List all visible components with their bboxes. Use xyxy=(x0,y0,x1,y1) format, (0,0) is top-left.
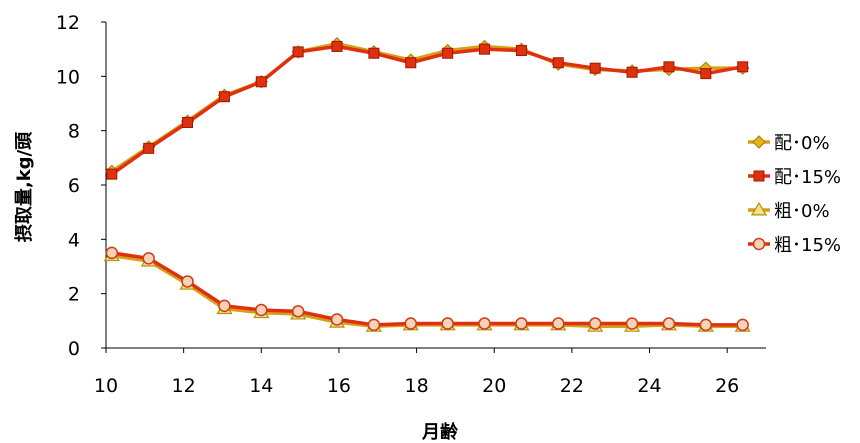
x-tick-label: 20 xyxy=(482,375,506,397)
data-point xyxy=(404,317,418,330)
legend-label: 配･15% xyxy=(774,167,841,188)
data-point xyxy=(331,40,343,52)
legend-item: 粗･0% xyxy=(748,201,830,222)
data-point xyxy=(106,168,118,180)
data-point xyxy=(405,57,417,69)
data-point xyxy=(552,57,564,69)
data-point xyxy=(625,317,639,330)
data-point xyxy=(142,252,155,265)
data-point xyxy=(663,61,675,73)
data-point xyxy=(441,317,454,330)
data-point xyxy=(478,317,491,330)
legend-label: 粗･0% xyxy=(774,201,830,222)
data-point xyxy=(662,317,676,330)
y-tick-label: 8 xyxy=(68,121,80,143)
legend: 配･0% 配･15% 粗･0% 粗･15% xyxy=(748,133,841,256)
x-tick-label: 16 xyxy=(327,375,351,397)
data-point xyxy=(218,299,231,313)
data-point xyxy=(588,317,602,330)
data-point xyxy=(552,317,565,330)
x-tick-label: 22 xyxy=(560,375,584,397)
data-point xyxy=(255,76,267,88)
y-tick-label: 12 xyxy=(56,12,80,34)
data-point xyxy=(626,66,638,78)
data-point xyxy=(292,46,304,58)
series-layer xyxy=(103,37,751,332)
data-point xyxy=(700,68,712,80)
y-tick-label: 4 xyxy=(68,229,80,251)
legend-item: 配･0% xyxy=(748,133,830,154)
series-4 xyxy=(105,246,749,332)
x-tick-label: 24 xyxy=(637,375,661,397)
legend-swatch-marker xyxy=(750,201,768,216)
data-point xyxy=(367,318,381,332)
data-point xyxy=(589,62,601,74)
series-line xyxy=(111,251,743,327)
x-tick-label: 14 xyxy=(249,375,273,397)
x-tick-label: 12 xyxy=(172,375,196,397)
data-point xyxy=(737,61,749,73)
legend-label: 粗･15% xyxy=(774,235,841,256)
legend-swatch-marker xyxy=(752,237,766,251)
legend-item: 粗･15% xyxy=(748,235,841,256)
data-point xyxy=(479,43,491,55)
data-point xyxy=(182,117,194,129)
y-tick-label: 10 xyxy=(56,66,80,88)
x-axis-title: 月齢 xyxy=(421,421,459,443)
legend-item: 配･15% xyxy=(748,167,841,188)
data-point xyxy=(255,303,268,317)
data-point xyxy=(515,317,528,330)
data-point xyxy=(515,45,527,57)
y-tick-label: 0 xyxy=(68,338,80,360)
y-tick-label: 2 xyxy=(68,284,80,306)
data-point xyxy=(330,313,344,326)
y-tick-labels: 0 2 4 6 8 10 12 xyxy=(56,12,106,360)
legend-swatch-marker xyxy=(752,135,766,149)
series-line xyxy=(111,253,743,329)
series-2 xyxy=(106,40,749,180)
data-point xyxy=(181,275,194,288)
series-line xyxy=(110,44,744,176)
legend-label: 配･0% xyxy=(774,133,830,154)
x-tick-label: 10 xyxy=(94,375,118,397)
data-point xyxy=(736,318,749,332)
data-point xyxy=(442,47,454,59)
x-tick-label: 26 xyxy=(715,375,739,397)
y-tick-label: 6 xyxy=(68,175,80,197)
data-point xyxy=(105,246,119,260)
legend-swatch-marker xyxy=(753,170,765,182)
data-point xyxy=(218,91,230,103)
data-point xyxy=(699,318,713,332)
data-point xyxy=(143,142,155,154)
x-tick-labels: 10 12 14 16 18 20 22 24 26 xyxy=(94,348,739,397)
x-tick-label: 18 xyxy=(404,375,428,397)
data-point xyxy=(368,47,380,59)
data-point xyxy=(291,305,305,318)
y-axis-title: 摂取量,kg/頭 xyxy=(13,131,35,242)
